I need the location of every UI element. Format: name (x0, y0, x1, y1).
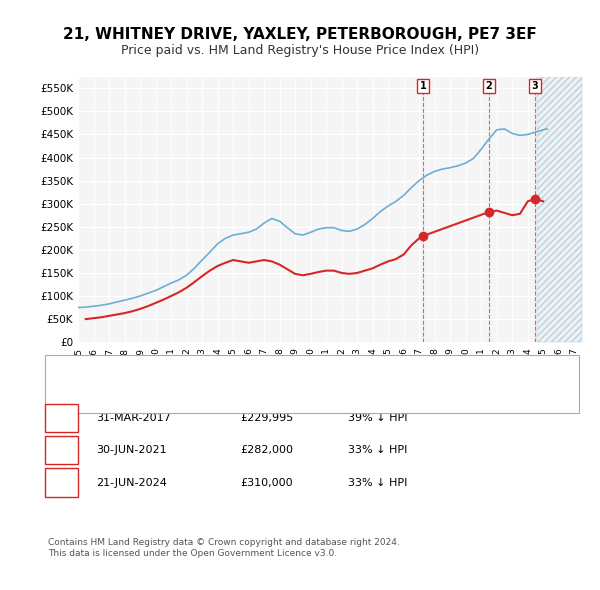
Text: 33% ↓ HPI: 33% ↓ HPI (348, 478, 407, 487)
Text: Contains HM Land Registry data © Crown copyright and database right 2024.
This d: Contains HM Land Registry data © Crown c… (48, 538, 400, 558)
Text: £282,000: £282,000 (240, 445, 293, 455)
Text: 33% ↓ HPI: 33% ↓ HPI (348, 445, 407, 455)
Text: 2: 2 (485, 81, 493, 91)
Text: 1: 1 (58, 413, 65, 422)
Text: 21, WHITNEY DRIVE, YAXLEY, PETERBOROUGH, PE7 3EF (detached house): 21, WHITNEY DRIVE, YAXLEY, PETERBOROUGH,… (87, 367, 449, 376)
Text: 21-JUN-2024: 21-JUN-2024 (96, 478, 167, 487)
Text: £310,000: £310,000 (240, 478, 293, 487)
Text: 1: 1 (419, 81, 427, 91)
Text: HPI: Average price, detached house, Huntingdonshire: HPI: Average price, detached house, Hunt… (87, 388, 349, 397)
Text: 31-MAR-2017: 31-MAR-2017 (96, 413, 171, 422)
Text: Price paid vs. HM Land Registry's House Price Index (HPI): Price paid vs. HM Land Registry's House … (121, 44, 479, 57)
Text: 21, WHITNEY DRIVE, YAXLEY, PETERBOROUGH, PE7 3EF: 21, WHITNEY DRIVE, YAXLEY, PETERBOROUGH,… (63, 27, 537, 41)
Text: 30-JUN-2021: 30-JUN-2021 (96, 445, 167, 455)
Text: 2: 2 (58, 445, 65, 455)
Text: 39% ↓ HPI: 39% ↓ HPI (348, 413, 407, 422)
Text: 3: 3 (532, 81, 538, 91)
Text: £229,995: £229,995 (240, 413, 293, 422)
Text: 3: 3 (58, 478, 65, 487)
